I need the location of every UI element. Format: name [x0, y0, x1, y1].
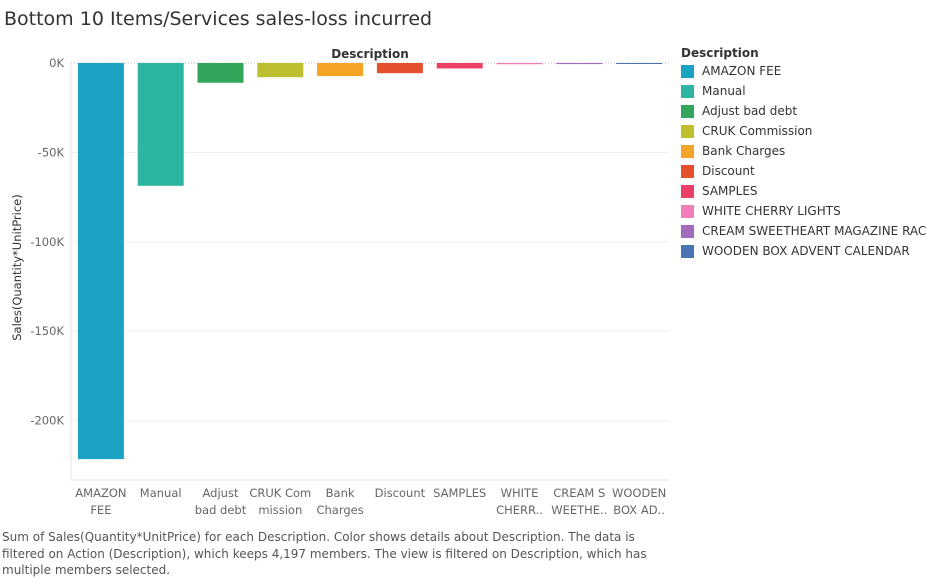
x-tick-label: CRUK Com [249, 486, 311, 500]
chart-caption: Sum of Sales(Quantity*UnitPrice) for eac… [2, 530, 647, 577]
legend-label: CRUK Commission [702, 124, 813, 138]
bar [496, 63, 543, 65]
bar [376, 63, 423, 74]
y-tick-label: -200K [30, 414, 64, 428]
bars-layer [77, 63, 663, 460]
legend-label: WHITE CHERRY LIGHTS [702, 204, 841, 218]
x-tick-label: mission [258, 503, 302, 517]
y-tick-label: -100K [30, 235, 64, 249]
y-tick-label: -50K [38, 145, 65, 159]
legend-swatch [681, 244, 694, 258]
legend-swatch [681, 204, 694, 218]
legend-item[interactable]: WHITE CHERRY LIGHTS [681, 201, 927, 221]
x-tick-label: FEE [90, 503, 111, 517]
legend-item[interactable]: CREAM SWEETHEART MAGAZINE RACK [681, 221, 927, 241]
x-tick-label: SAMPLES [433, 486, 486, 500]
legend: Description AMAZON FEE Manual Adjust bad d… [681, 45, 927, 261]
legend-item[interactable]: SAMPLES [681, 181, 927, 201]
x-tick-label: Manual [140, 486, 182, 500]
legend-label: CREAM SWEETHEART MAGAZINE RACK [702, 224, 927, 238]
legend-item[interactable]: WOODEN BOX ADVENT CALENDAR [681, 241, 927, 261]
bar [77, 63, 124, 460]
legend-item[interactable]: Bank Charges [681, 141, 927, 161]
bar [137, 63, 184, 186]
bar [317, 63, 364, 77]
chart-title: Bottom 10 Items/Services sales-loss incu… [4, 8, 433, 30]
x-tick-label: Bank [326, 486, 355, 500]
legend-label: Discount [702, 164, 755, 178]
x-tick-label: Charges [316, 503, 363, 517]
x-tick-label: AMAZON [75, 486, 126, 500]
x-axis-title: Description [331, 47, 409, 61]
y-tick-label: -150K [30, 324, 64, 338]
legend-item[interactable]: AMAZON FEE [681, 61, 927, 81]
x-tick-label: bad debt [195, 503, 247, 517]
x-tick-label: WHITE [501, 486, 539, 500]
legend-swatch [681, 224, 694, 238]
legend-label: AMAZON FEE [702, 64, 782, 78]
legend-label: Bank Charges [702, 144, 786, 158]
legend-label: Manual [702, 84, 746, 98]
legend-label: SAMPLES [702, 184, 758, 198]
bar [616, 63, 663, 64]
legend-swatch [681, 104, 694, 118]
bar [257, 63, 304, 78]
x-tick-label: BOX AD.. [613, 503, 665, 517]
legend-item[interactable]: CRUK Commission [681, 121, 927, 141]
legend-item[interactable]: Discount [681, 161, 927, 181]
x-tick-label: CREAM S [553, 486, 605, 500]
legend-swatch [681, 124, 694, 138]
legend-swatch [681, 144, 694, 158]
y-axis-title: Sales(Quantity*UnitPrice) [10, 194, 24, 341]
x-tick-label: Discount [375, 486, 426, 500]
bar [556, 63, 603, 65]
legend-label: WOODEN BOX ADVENT CALENDAR [702, 244, 910, 258]
legend-swatch [681, 84, 694, 98]
legend-title: Description [681, 46, 759, 60]
legend-swatch [681, 64, 694, 78]
legend-label: Adjust bad debt [702, 104, 798, 118]
legend-swatch [681, 184, 694, 198]
y-tick-label: 0K [49, 56, 64, 70]
axis-layer: 0K -50K -100K -150K -200K AMAZON FEE Manual Adju… [10, 47, 669, 517]
x-tick-label: CHERR.. [496, 503, 543, 517]
bar [197, 63, 244, 83]
legend-item[interactable]: Manual [681, 81, 927, 101]
legend-items: AMAZON FEE Manual Adjust bad debt CRUK Comm… [681, 61, 927, 261]
legend-swatch [681, 164, 694, 178]
bar [436, 63, 483, 69]
x-tick-label: WOODEN [612, 486, 666, 500]
x-tick-label: WEETHE.. [551, 503, 607, 517]
legend-item[interactable]: Adjust bad debt [681, 101, 927, 121]
x-tick-label: Adjust [203, 486, 239, 500]
